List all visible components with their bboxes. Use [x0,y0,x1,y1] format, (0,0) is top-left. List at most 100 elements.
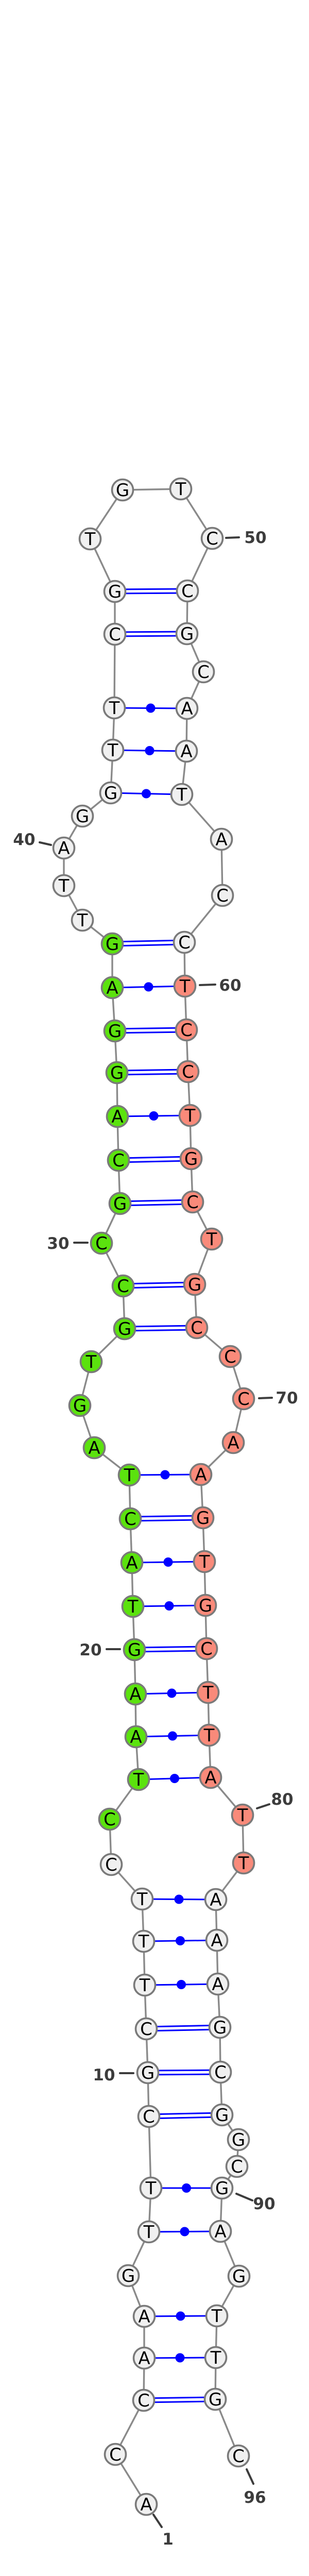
nucleotide-circle[interactable] [192,660,215,684]
nucleotide-25-A[interactable]: A [82,1436,106,1460]
nucleotide-44-T[interactable]: T [102,696,126,720]
nucleotide-circle[interactable] [221,1431,245,1454]
nucleotide-circle[interactable] [175,697,199,720]
nucleotide-78-T[interactable]: T [197,1723,221,1747]
nucleotide-35-G[interactable]: G [103,1019,127,1043]
nucleotide-28-G[interactable]: G [113,1317,136,1341]
nucleotide-circle[interactable] [52,836,76,860]
nucleotide-circle[interactable] [175,1018,198,1042]
nucleotide-circle[interactable] [100,976,124,999]
nucleotide-73-G[interactable]: G [191,1506,215,1530]
nucleotide-circle[interactable] [116,2264,140,2287]
nucleotide-circle[interactable] [90,1231,113,1255]
nucleotide-circle[interactable] [102,696,126,720]
nucleotide-53-C[interactable]: C [192,660,215,684]
nucleotide-63-T[interactable]: T [178,1104,202,1127]
nucleotide-45-C[interactable]: C [103,622,127,646]
nucleotide-2-C[interactable]: C [104,2443,127,2466]
nucleotide-circle[interactable] [170,783,194,806]
nucleotide-23-C[interactable]: C [118,1507,142,1531]
nucleotide-46-G[interactable]: G [103,580,127,603]
nucleotide-85-G[interactable]: G [208,2015,232,2039]
nucleotide-circle[interactable] [134,2017,158,2041]
nucleotide-76-C[interactable]: C [195,1637,218,1660]
nucleotide-circle[interactable] [195,1637,218,1660]
nucleotide-56-T[interactable]: T [170,783,194,806]
nucleotide-3-C[interactable]: C [132,2388,156,2412]
nucleotide-71-A[interactable]: A [221,1431,245,1454]
nucleotide-61-C[interactable]: C [175,1018,198,1042]
nucleotide-circle[interactable] [108,1192,132,1215]
nucleotide-circle[interactable] [71,804,94,828]
nucleotide-86-C[interactable]: C [209,2060,232,2084]
nucleotide-circle[interactable] [132,2304,156,2328]
nucleotide-circle[interactable] [132,2388,156,2412]
nucleotide-7-T[interactable]: T [137,2220,161,2244]
nucleotide-37-G[interactable]: G [100,932,124,956]
nucleotide-circle[interactable] [106,1105,129,1128]
nucleotide-36-A[interactable]: A [100,976,124,999]
nucleotide-1-A[interactable]: A [134,2493,158,2516]
nucleotide-circle[interactable] [205,1928,229,1952]
nucleotide-circle[interactable] [209,2060,232,2084]
nucleotide-80-T[interactable]: T [231,1803,254,1827]
nucleotide-48-G[interactable]: G [111,478,134,502]
nucleotide-circle[interactable] [227,2128,250,2151]
nucleotide-83-A[interactable]: A [205,1928,229,1952]
nucleotide-31-G[interactable]: G [108,1192,132,1215]
nucleotide-4-A[interactable]: A [132,2346,156,2370]
nucleotide-49-T[interactable]: T [169,477,193,501]
nucleotide-circle[interactable] [99,1853,123,1876]
nucleotide-circle[interactable] [82,1436,106,1460]
nucleotide-circle[interactable] [178,1104,202,1127]
nucleotide-93-T[interactable]: T [205,2304,229,2328]
nucleotide-16-C[interactable]: C [98,1807,122,1831]
nucleotide-circle[interactable] [78,527,102,551]
nucleotide-circle[interactable] [173,930,196,954]
nucleotide-89-C[interactable]: C [225,2155,249,2178]
nucleotide-circle[interactable] [173,974,197,998]
nucleotide-circle[interactable] [120,1551,144,1574]
nucleotide-57-A[interactable]: A [210,827,233,851]
nucleotide-circle[interactable] [134,2493,158,2516]
nucleotide-91-A[interactable]: A [209,2219,232,2243]
nucleotide-77-T[interactable]: T [196,1681,220,1704]
nucleotide-circle[interactable] [175,739,198,763]
nucleotide-circle[interactable] [209,2219,232,2243]
nucleotide-circle[interactable] [200,527,224,550]
nucleotide-32-C[interactable]: C [107,1148,130,1172]
nucleotide-circle[interactable] [199,1766,222,1789]
nucleotide-circle[interactable] [210,2103,234,2127]
nucleotide-circle[interactable] [203,2387,227,2411]
nucleotide-circle[interactable] [107,1148,130,1172]
nucleotide-circle[interactable] [227,2444,250,2468]
nucleotide-circle[interactable] [231,1803,254,1827]
nucleotide-42-G[interactable]: G [99,781,123,805]
nucleotide-circle[interactable] [105,1061,129,1084]
nucleotide-26-G[interactable]: G [68,1394,92,1417]
nucleotide-circle[interactable] [117,1463,141,1487]
nucleotide-circle[interactable] [71,908,94,932]
nucleotide-circle[interactable] [185,1316,209,1340]
nucleotide-circle[interactable] [137,2105,161,2128]
nucleotide-59-C[interactable]: C [173,930,196,954]
nucleotide-circle[interactable] [204,1888,228,1911]
nucleotide-10-G[interactable]: G [136,2061,160,2084]
nucleotide-95-G[interactable]: G [203,2387,227,2411]
nucleotide-39-T[interactable]: T [52,874,76,897]
nucleotide-14-T[interactable]: T [130,1887,154,1911]
nucleotide-87-G[interactable]: G [210,2103,234,2127]
nucleotide-circle[interactable] [191,1506,215,1530]
nucleotide-70-C[interactable]: C [232,1387,255,1411]
nucleotide-circle[interactable] [210,827,233,851]
nucleotide-circle[interactable] [194,1594,217,1617]
nucleotide-8-T[interactable]: T [139,2176,163,2200]
nucleotide-circle[interactable] [123,1638,146,1662]
nucleotide-circle[interactable] [175,622,199,646]
nucleotide-circle[interactable] [136,2061,160,2084]
nucleotide-circle[interactable] [205,2304,229,2328]
nucleotide-circle[interactable] [101,738,125,762]
nucleotide-circle[interactable] [200,1227,224,1251]
nucleotide-circle[interactable] [208,2015,232,2039]
nucleotide-29-C[interactable]: C [111,1274,135,1298]
